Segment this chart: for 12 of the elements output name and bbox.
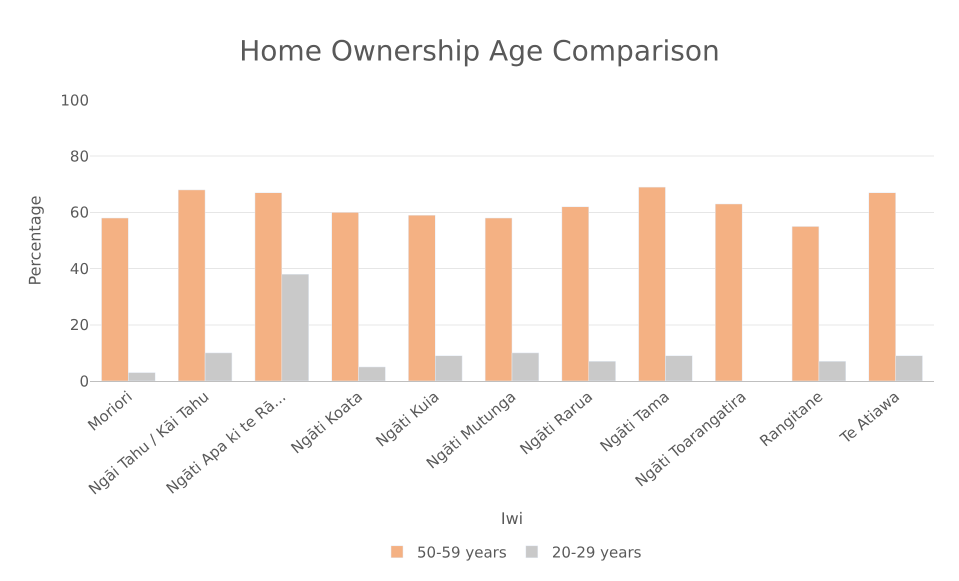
y-tick-label: 40 — [70, 260, 89, 278]
y-axis-title: Percentage — [25, 195, 44, 286]
y-tick-label: 100 — [60, 91, 89, 110]
legend-label: 20-29 years — [552, 544, 642, 562]
y-tick-label: 0 — [79, 372, 89, 390]
legend-label: 50-59 years — [417, 544, 507, 562]
bar — [715, 204, 742, 381]
y-tick-label: 20 — [70, 316, 89, 334]
chart-title: Home Ownership Age Comparison — [239, 34, 720, 68]
y-tick-label: 80 — [70, 147, 89, 166]
y-tick-label: 60 — [70, 204, 89, 222]
x-axis-title: Iwi — [500, 509, 524, 528]
